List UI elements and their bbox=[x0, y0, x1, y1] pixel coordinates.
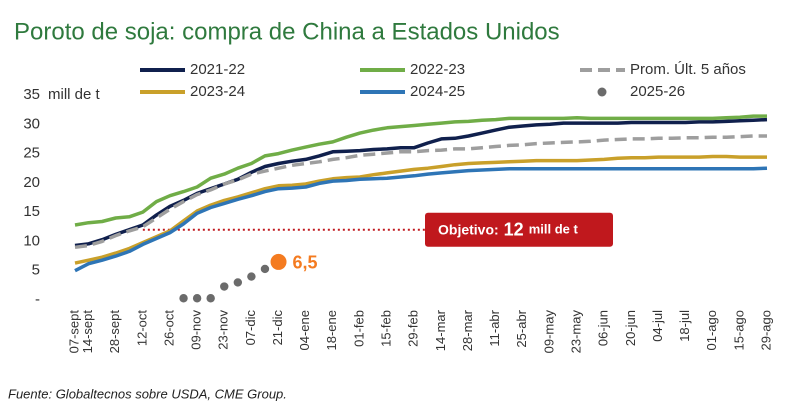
target-box bbox=[425, 212, 613, 247]
x-tick-label: 04-jul bbox=[650, 310, 665, 342]
target-unit: mill de t bbox=[529, 222, 579, 237]
series-point bbox=[220, 282, 229, 291]
x-tick-label: 28-sept bbox=[107, 310, 122, 354]
series-point bbox=[233, 278, 243, 287]
y-tick-label: - bbox=[35, 291, 40, 308]
series-point bbox=[206, 294, 215, 303]
x-tick-label: 26-oct bbox=[161, 310, 176, 347]
legend-label: 2024-25 bbox=[410, 83, 465, 100]
x-tick-label: 18-jul bbox=[677, 310, 692, 342]
x-tick-label: 06-jun bbox=[596, 310, 611, 346]
x-tick-label: 23-nov bbox=[216, 310, 231, 350]
series-line bbox=[74, 114, 767, 227]
series-point bbox=[247, 272, 256, 281]
x-tick-label: 25-abr bbox=[514, 309, 529, 347]
x-tick-label: 01-feb bbox=[351, 310, 366, 347]
x-tick-label: 14-sept bbox=[80, 310, 95, 354]
x-tick-label: 01-ago bbox=[704, 310, 719, 350]
y-tick-label: 20 bbox=[23, 174, 40, 191]
series-line bbox=[74, 154, 767, 265]
x-tick-label: 28-mar bbox=[460, 309, 475, 351]
target-label: Objetivo: bbox=[438, 221, 499, 237]
target-text: Objetivo: 12 mill de t bbox=[438, 219, 578, 239]
series-line bbox=[74, 166, 768, 273]
legend-label: 2021-22 bbox=[190, 61, 245, 78]
y-tick-label: 10 bbox=[23, 232, 40, 249]
x-tick-label: 29-feb bbox=[406, 310, 421, 347]
x-tick-label: 14-mar bbox=[433, 309, 448, 351]
x-tick-label: 29-ago bbox=[758, 310, 773, 350]
y-tick-label: 35 bbox=[23, 86, 40, 103]
series-point bbox=[260, 264, 270, 274]
x-tick-label: 18-ene bbox=[324, 310, 339, 350]
y-axis-label: mill de t bbox=[48, 86, 101, 103]
x-tick-label: 07-dic bbox=[243, 310, 258, 346]
x-tick-label: 09-may bbox=[541, 310, 556, 354]
y-tick-label: 5 bbox=[32, 262, 40, 279]
series-line bbox=[74, 134, 767, 250]
legend-label: 2022-23 bbox=[410, 61, 465, 78]
chart-title: Poroto de soja: compra de China a Estado… bbox=[14, 18, 560, 45]
x-tick-label: 09-nov bbox=[189, 310, 204, 350]
series-point bbox=[179, 294, 188, 303]
y-tick-label: 25 bbox=[23, 145, 40, 162]
highlight-point bbox=[270, 253, 287, 270]
x-tick-label: 12-oct bbox=[134, 310, 149, 347]
target-value: 12 bbox=[504, 219, 524, 239]
y-tick-label: 30 bbox=[23, 115, 40, 132]
x-tick-label: 20-jun bbox=[623, 310, 638, 346]
x-tick-label: 21-dic bbox=[270, 310, 285, 346]
x-tick-label: 23-may bbox=[568, 310, 583, 354]
x-tick-label: 07-sept bbox=[66, 310, 81, 354]
x-tick-label: 15-ago bbox=[731, 310, 746, 350]
legend-label: 2025-26 bbox=[630, 83, 685, 100]
legend-label: Prom. Últ. 5 años bbox=[630, 61, 746, 78]
x-tick-label: 15-feb bbox=[379, 310, 394, 347]
legend-label: 2023-24 bbox=[190, 83, 245, 100]
x-tick-label: 04-ene bbox=[297, 310, 312, 350]
series-point bbox=[192, 294, 202, 303]
x-tick-label: 11-abr bbox=[487, 309, 502, 346]
legend-swatch bbox=[597, 87, 607, 97]
y-tick-label: 15 bbox=[23, 203, 40, 220]
data-label: 6,5 bbox=[293, 253, 318, 273]
source-note: Fuente: Globaltecnos sobre USDA, CME Gro… bbox=[8, 386, 287, 401]
